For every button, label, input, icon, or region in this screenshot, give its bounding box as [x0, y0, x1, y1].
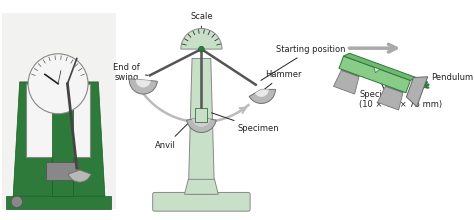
Text: Anvil: Anvil: [155, 123, 188, 150]
Polygon shape: [377, 86, 403, 110]
Text: Starting position: Starting position: [261, 45, 346, 81]
FancyBboxPatch shape: [26, 84, 90, 157]
Wedge shape: [181, 29, 222, 49]
Polygon shape: [385, 82, 404, 93]
Wedge shape: [129, 79, 157, 94]
Polygon shape: [184, 179, 218, 194]
Wedge shape: [249, 89, 275, 103]
FancyBboxPatch shape: [195, 108, 208, 122]
Text: Specimen: Specimen: [211, 113, 279, 133]
FancyBboxPatch shape: [6, 196, 110, 209]
Circle shape: [199, 46, 204, 52]
FancyBboxPatch shape: [2, 13, 116, 209]
Circle shape: [11, 196, 22, 207]
Circle shape: [28, 54, 88, 114]
Polygon shape: [341, 66, 361, 77]
Wedge shape: [136, 79, 151, 88]
Polygon shape: [334, 70, 359, 94]
Polygon shape: [374, 67, 380, 73]
Polygon shape: [406, 77, 428, 107]
Text: End of
swing: End of swing: [113, 63, 148, 82]
Text: Scale: Scale: [190, 12, 213, 29]
FancyBboxPatch shape: [46, 161, 78, 180]
Polygon shape: [339, 56, 410, 93]
Wedge shape: [187, 117, 216, 132]
Wedge shape: [255, 89, 269, 97]
Text: Hammer: Hammer: [262, 70, 301, 92]
FancyBboxPatch shape: [53, 84, 73, 196]
Text: Pendulum: Pendulum: [431, 73, 473, 82]
Wedge shape: [192, 117, 210, 127]
Polygon shape: [13, 82, 105, 196]
Wedge shape: [68, 170, 91, 182]
Polygon shape: [188, 59, 215, 194]
Polygon shape: [344, 53, 416, 81]
FancyBboxPatch shape: [153, 192, 250, 211]
Text: Specimen
(10 ×  10 × 75 mm): Specimen (10 × 10 × 75 mm): [359, 90, 443, 109]
